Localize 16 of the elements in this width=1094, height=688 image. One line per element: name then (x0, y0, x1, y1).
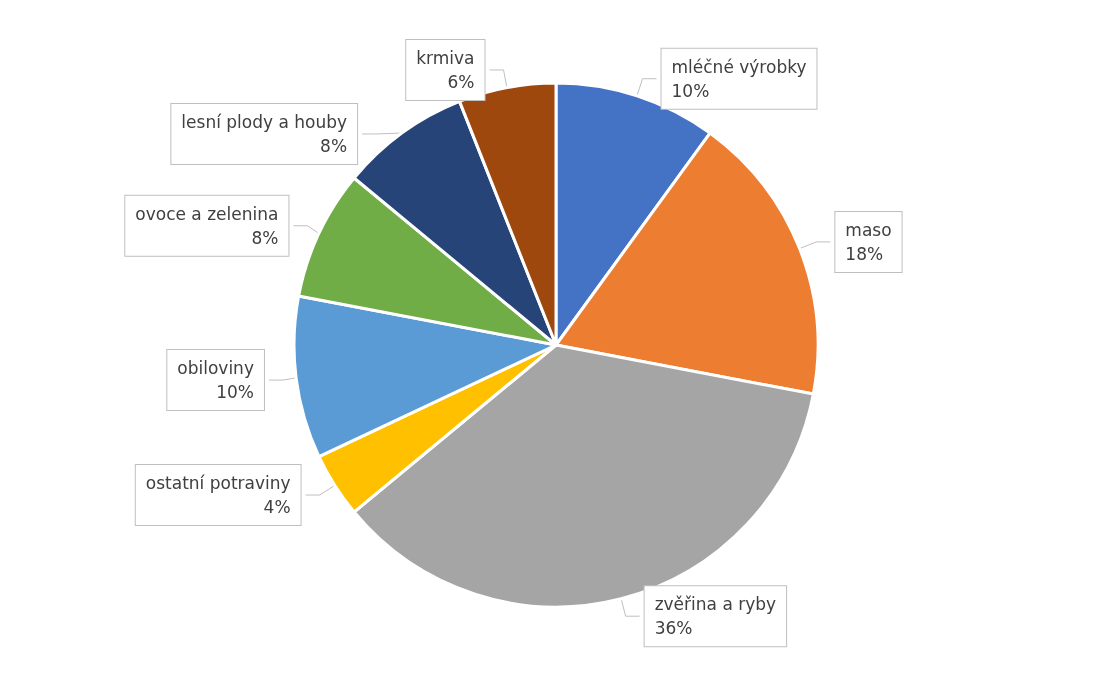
data-label: 8% (320, 135, 348, 156)
data-label: 6% (447, 71, 475, 92)
slice-label: lesní plody a houby (181, 111, 348, 132)
slice-label: ostatní potraviny (145, 473, 291, 494)
slice-label: zvěřina a ryby (654, 594, 777, 615)
slice-label: obiloviny (177, 358, 254, 379)
data-label: 4% (263, 497, 291, 518)
slice-label: ovoce a zelenina (135, 203, 279, 224)
slice-label: mléčné výrobky (671, 56, 807, 77)
data-label: 10% (216, 382, 254, 403)
data-label: 10% (671, 80, 710, 101)
data-label: 18% (845, 243, 884, 264)
slice-label: krmiva (416, 47, 475, 68)
data-label: 8% (251, 227, 279, 248)
slice-label: maso (845, 219, 892, 240)
data-label: 36% (654, 618, 693, 639)
